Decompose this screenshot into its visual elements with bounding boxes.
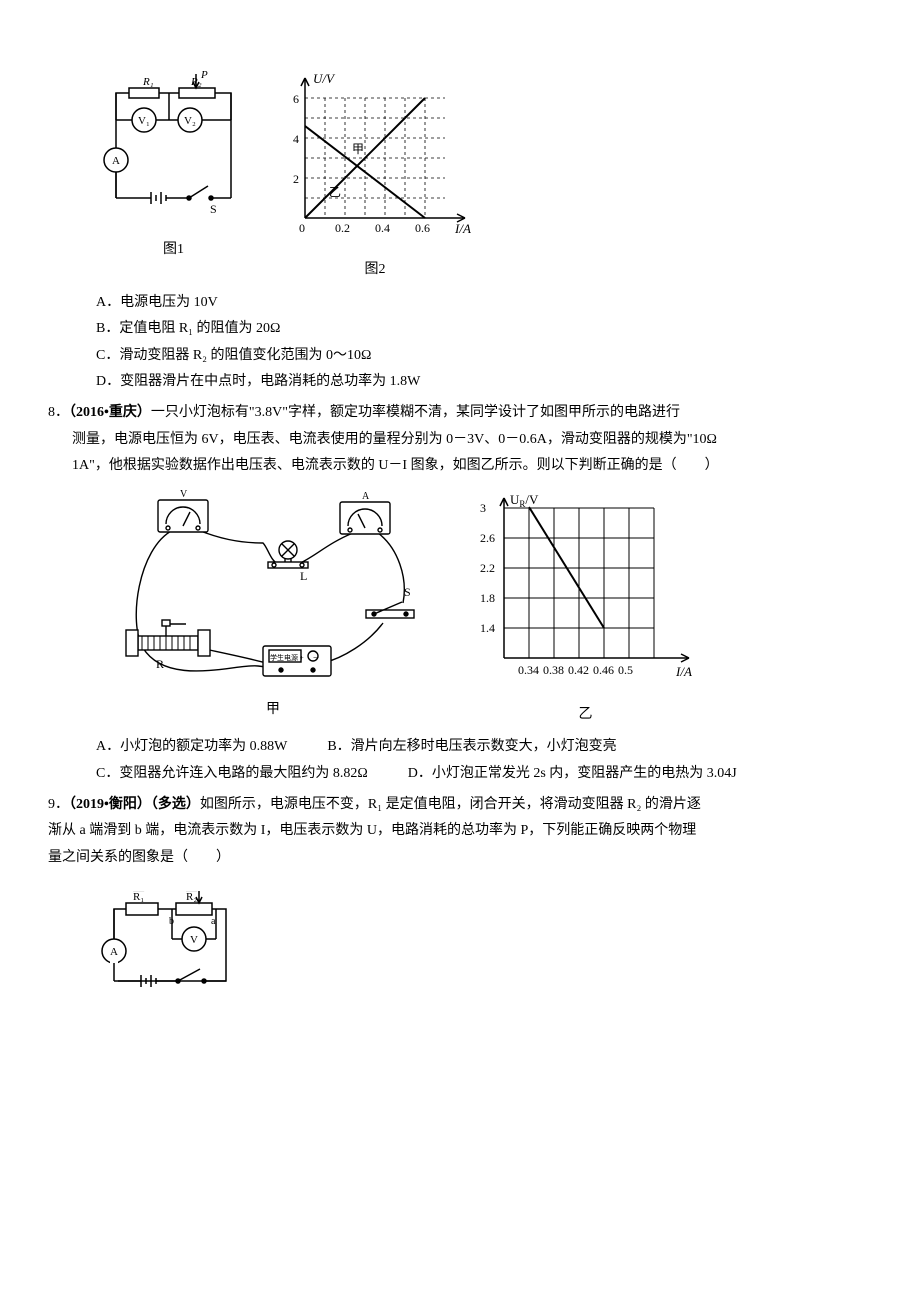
- xt3: 0.42: [568, 663, 589, 677]
- q9-body3: 量之间关系的图象是（ ）: [48, 845, 872, 872]
- label-V1: V₁: [138, 115, 150, 127]
- xtick-06: 0.6: [415, 221, 430, 235]
- q9-R1: R₁: [133, 891, 144, 903]
- circuit-q9-block: R₁ R₂ b a V A: [96, 891, 872, 1001]
- q9-R2: R₂: [186, 891, 197, 903]
- label-R2: R₂: [190, 76, 202, 88]
- q9-body1: 如图所示，电源电压不变，R₁ 是定值电阻，闭合开关，将滑动变阻器 R₂ 的滑片逐: [200, 797, 701, 812]
- figure-row-q7: R₁ R₂ V₁ V₂ A S P 图1: [96, 68, 872, 284]
- q9-b: b: [169, 916, 174, 927]
- yt1: 1.4: [480, 621, 495, 635]
- figure-row-q8: V A L: [108, 488, 872, 729]
- fig1-label: 图1: [163, 237, 184, 264]
- label-R1: R₁: [142, 76, 154, 88]
- label-A: A: [112, 155, 120, 167]
- circuit-diagram-q7: R₁ R₂ V₁ V₂ A S P: [96, 68, 251, 233]
- graph-q8-block: UR/V I/A 1.4 1.8 2.2 2.6 3 0.34 0.38 0.4…: [468, 488, 703, 729]
- switch-label: S: [404, 585, 411, 599]
- xtick-04: 0.4: [375, 221, 390, 235]
- q9-V: V: [190, 934, 198, 946]
- yt3: 2.2: [480, 561, 495, 575]
- fig-yi-label: 乙: [579, 702, 593, 729]
- ytick-4: 4: [293, 132, 299, 146]
- lamp-label: L: [300, 569, 307, 583]
- y-axis-label: U/V: [313, 71, 336, 86]
- q8-body1: 一只小灯泡标有"3.8V"字样，额定功率模糊不清，某同学设计了如图甲所示的电路进…: [151, 405, 680, 420]
- xt4: 0.46: [593, 663, 614, 677]
- fig2-label: 图2: [365, 257, 386, 284]
- y-axis-q8: UR/V: [510, 492, 539, 509]
- circuit-diagram-q9: R₁ R₂ b a V A: [96, 891, 246, 1001]
- fig-jia-label: 甲: [266, 697, 280, 724]
- q9-tag: （2019•衡阳）（多选）: [69, 797, 200, 812]
- xt5: 0.5: [618, 663, 633, 677]
- q7-opt-b: B．定值电阻 R₁ 的阻值为 20Ω: [96, 316, 872, 343]
- q9-body2: 渐从 a 端滑到 b 端，电流表示数为 I，电压表示数为 U，电路消耗的总功率为…: [48, 818, 872, 845]
- rheostat-label: R: [156, 657, 164, 671]
- yt5: 3: [480, 501, 486, 515]
- marker-yi: 乙: [329, 185, 341, 199]
- q8-opt-a: A．小灯泡的额定功率为 0.88W: [96, 734, 287, 761]
- q9: 9．（2019•衡阳）（多选）如图所示，电源电压不变，R₁ 是定值电阻，闭合开关…: [48, 792, 872, 872]
- q8: 8．（2016•重庆）一只小灯泡标有"3.8V"字样，额定功率模糊不清，某同学设…: [48, 400, 872, 480]
- xt1: 0.34: [518, 663, 539, 677]
- ytick-2: 2: [293, 172, 299, 186]
- q7-opt-d: D．变阻器滑片在中点时，电路消耗的总功率为 1.8W: [96, 369, 872, 396]
- ur-graph-q8: UR/V I/A 1.4 1.8 2.2 2.6 3 0.34 0.38 0.4…: [468, 488, 703, 698]
- marker-jia: 甲: [352, 142, 364, 156]
- q7-opt-a: A．电源电压为 10V: [96, 290, 872, 317]
- voltmeter-label: V: [180, 489, 188, 500]
- circuit-q7-block: R₁ R₂ V₁ V₂ A S P 图1: [96, 68, 251, 284]
- q9-A: A: [110, 946, 118, 958]
- xtick-02: 0.2: [335, 221, 350, 235]
- xtick-0: 0: [299, 221, 305, 235]
- q9-num: 9．: [48, 797, 69, 812]
- q8-num: 8．: [48, 405, 69, 420]
- graph-q7-block: U/V I/A 2 4 6 0 0.2 0.4 0.6 甲 乙 图2: [275, 68, 475, 284]
- x-axis-q8: I/A: [675, 664, 692, 679]
- q8-opts-row2: C．变阻器允许连入电路的最大阻约为 8.82Ω D．小灯泡正常发光 2s 内，变…: [96, 761, 872, 788]
- circuit-diagram-q8: V A L: [108, 488, 438, 693]
- yt4: 2.6: [480, 531, 495, 545]
- q7-opt-c: C．滑动变阻器 R₂ 的阻值变化范围为 0～10Ω: [96, 343, 872, 370]
- q8-opt-d: D．小灯泡正常发光 2s 内，变阻器产生的电热为 3.04J: [408, 761, 737, 788]
- ytick-6: 6: [293, 92, 299, 106]
- supply-label: 学生电源 + －: [270, 653, 319, 662]
- q9-a: a: [211, 916, 216, 927]
- label-V2: V₂: [184, 115, 196, 127]
- q8-opt-c: C．变阻器允许连入电路的最大阻约为 8.82Ω: [96, 761, 368, 788]
- x-axis-label: I/A: [454, 221, 471, 236]
- xt2: 0.38: [543, 663, 564, 677]
- q8-tag: （2016•重庆）: [69, 405, 151, 420]
- yt2: 1.8: [480, 591, 495, 605]
- circuit-q8-block: V A L: [108, 488, 438, 729]
- q8-body3: 1A"，他根据实验数据作出电压表、电流表示数的 U－I 图象，如图乙所示。则以下…: [72, 453, 872, 480]
- uv-graph-q7: U/V I/A 2 4 6 0 0.2 0.4 0.6 甲 乙: [275, 68, 475, 253]
- label-P: P: [200, 69, 208, 81]
- q8-opts-row1: A．小灯泡的额定功率为 0.88W B．滑片向左移时电压表示数变大，小灯泡变亮: [96, 734, 872, 761]
- q8-body2: 测量，电源电压恒为 6V，电压表、电流表使用的量程分别为 0－3V、0－0.6A…: [72, 427, 872, 454]
- ammeter-label: A: [362, 491, 370, 502]
- q8-opt-b: B．滑片向左移时电压表示数变大，小灯泡变亮: [327, 734, 616, 761]
- label-S: S: [210, 202, 217, 216]
